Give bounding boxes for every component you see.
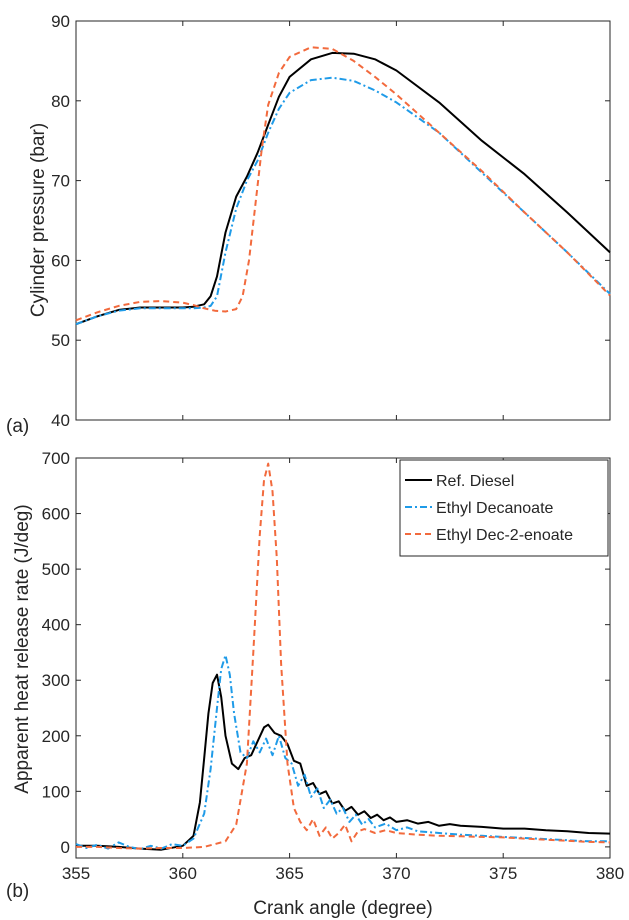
panel-b: 0 100 200 300 400 500 600 700 355 360 365 370 375 38… — [6, 449, 624, 919]
y-tick-label: 600 — [42, 505, 70, 524]
panel-a-plot-area — [75, 20, 611, 421]
y-tick-label: 0 — [61, 838, 70, 857]
y-tick-label: 90 — [51, 12, 70, 31]
y-tick-label: 200 — [42, 727, 70, 746]
y-tick-label: 300 — [42, 671, 70, 690]
panel-a: 40 50 60 70 80 90 Cylinder pressure (bar) (a) — [6, 12, 611, 437]
legend-item-ref-diesel: Ref. Diesel — [405, 473, 514, 490]
series-line-ethyl-decanoate — [75, 76, 611, 326]
x-tick-label: 360 — [169, 864, 197, 883]
panel-a-label: (a) — [6, 416, 29, 437]
panel-b-label: (b) — [6, 881, 29, 902]
y-tick-label: 100 — [42, 782, 70, 801]
legend: Ref. Diesel Ethyl Decanoate Ethyl Dec-2-… — [399, 459, 609, 557]
y-tick-label: 700 — [42, 449, 70, 468]
legend-label-ethyl-decanoate: Ethyl Decanoate — [436, 500, 554, 517]
y-tick-label: 70 — [51, 172, 70, 191]
legend-label-ref-diesel: Ref. Diesel — [436, 473, 514, 490]
legend-box — [399, 459, 609, 557]
series-line-ethyl-dec-2-enoate — [76, 462, 611, 850]
panel-a-y-ticks: 40 50 60 70 80 90 — [51, 12, 611, 430]
x-tick-label: 355 — [62, 864, 90, 883]
series-line-ethyl-decanoate — [75, 654, 610, 851]
panel-b-series — [75, 462, 611, 851]
panel-b-y-axis-label: Apparent heat release rate (J/deg) — [12, 504, 33, 793]
y-tick-label: 60 — [51, 251, 70, 270]
panel-a-series — [75, 46, 611, 326]
series-line-ref-diesel — [76, 673, 611, 851]
x-tick-label: 375 — [489, 864, 517, 883]
legend-item-ethyl-dec-2-enoate: Ethyl Dec-2-enoate — [405, 527, 573, 544]
x-tick-label: 365 — [275, 864, 303, 883]
panel-b-x-ticks: 355 360 365 370 375 380 — [62, 458, 624, 883]
y-tick-label: 40 — [51, 411, 70, 430]
x-tick-label: 380 — [596, 864, 624, 883]
y-tick-label: 50 — [51, 331, 70, 350]
panel-b-x-axis-label: Crank angle (degree) — [253, 898, 433, 919]
panel-b-y-ticks: 0 100 200 300 400 500 600 700 — [42, 449, 610, 857]
legend-label-ethyl-dec-2-enoate: Ethyl Dec-2-enoate — [436, 527, 573, 544]
x-tick-label: 370 — [382, 864, 410, 883]
y-tick-label: 80 — [51, 92, 70, 111]
panel-a-y-axis-label: Cylinder pressure (bar) — [28, 123, 49, 317]
legend-item-ethyl-decanoate: Ethyl Decanoate — [405, 500, 554, 517]
y-tick-label: 400 — [42, 616, 70, 635]
y-tick-label: 500 — [42, 560, 70, 579]
